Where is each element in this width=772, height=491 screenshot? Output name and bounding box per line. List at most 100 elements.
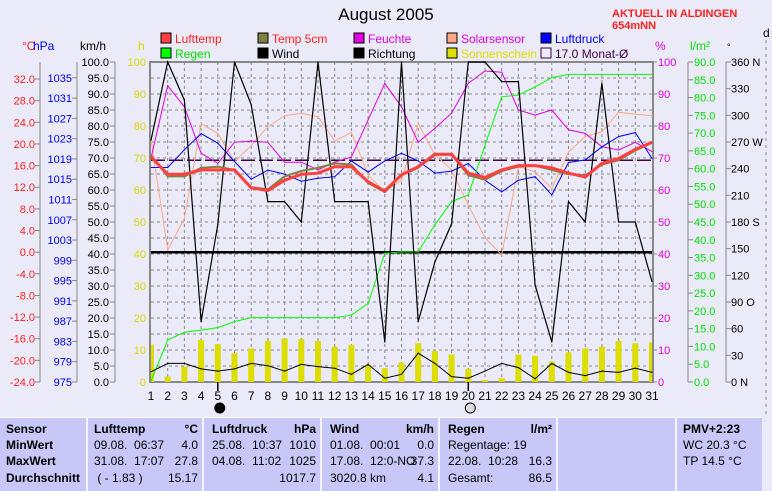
legend-swatch <box>160 32 172 44</box>
series-regen-point <box>334 317 336 319</box>
series-solarsensor-point <box>300 112 302 114</box>
series-lufttemp-point <box>451 153 453 155</box>
sun-tick-label: 50 <box>134 217 146 229</box>
sun-tick-label: 80 <box>134 121 146 133</box>
regen-row-value: 86.5 <box>528 471 552 485</box>
regen-row-label: Gesamt: <box>448 471 494 485</box>
sunshine-bar <box>649 342 652 382</box>
rain-tick-label: 40.0 <box>694 235 715 247</box>
series-solarsensor-point <box>217 132 219 134</box>
pmv-header: PMV+2:23 <box>683 422 741 436</box>
series-feuchte-point <box>618 149 620 151</box>
legend-item: 17.0 Monat-Ø <box>540 47 628 61</box>
rain-tick-label: 15.0 <box>694 324 715 336</box>
sun-tick-label: 100 <box>128 57 146 69</box>
rain-tick-label: 65.0 <box>694 146 715 158</box>
series-solarsensor-point <box>501 254 503 256</box>
legend-swatch <box>353 32 365 44</box>
wind-unit-label: km/h <box>80 39 106 53</box>
series-richtung-point <box>250 104 252 106</box>
series-wind-point <box>451 375 453 378</box>
pressure-tick-label: 1007 <box>48 215 72 227</box>
pressure-tick-label: 979 <box>54 357 72 369</box>
wind-unit: km/h <box>405 422 434 436</box>
direction-tick-label: 210 <box>731 190 749 202</box>
series-lufttemp-point <box>467 172 469 174</box>
stats-table: Sensor MinWert MaxWert Durchschnitt Luft… <box>0 417 762 491</box>
sun-tick-label: 10 <box>134 345 146 357</box>
series-feuchte-point <box>233 141 236 143</box>
series-lufttemp-point <box>484 176 486 179</box>
series-feuchte-point <box>417 141 419 143</box>
rain-tick-label: 85.0 <box>694 75 715 87</box>
series-lufttemp-point <box>618 157 620 160</box>
series-luftdruck-point <box>467 162 469 165</box>
pressure-tick-label: 987 <box>54 316 72 328</box>
series-luftdruck-point <box>350 160 352 162</box>
legend-swatch <box>446 47 458 59</box>
sunshine-bar <box>532 355 539 382</box>
series-richtung-point <box>150 139 152 141</box>
sunshine-bar <box>181 366 188 382</box>
series-richtung-point <box>350 200 352 203</box>
wind-row-label: 3020.8 km <box>330 471 387 485</box>
direction-tick-label: 30 <box>731 350 743 362</box>
legend-item: Wind <box>257 47 299 61</box>
pressure-tick-label: 995 <box>54 276 72 288</box>
sunshine-bar <box>515 354 522 382</box>
direction-tick-label: 240 <box>731 164 749 176</box>
legend-label: Luftdruck <box>555 32 605 46</box>
wind-tick-label: 75.0 <box>88 137 109 149</box>
series-luftdruck-point <box>300 180 302 182</box>
series-feuchte-point <box>551 109 553 111</box>
sunshine-bar <box>214 344 221 382</box>
humidity-tick-label: 20 <box>658 313 670 325</box>
pressure-tick-label: 1015 <box>48 174 72 186</box>
series-solarsensor-point <box>284 115 286 117</box>
x-tick-label: 25 <box>545 389 559 403</box>
sunshine-bar <box>482 380 488 382</box>
series-lufttemp-point <box>317 172 319 174</box>
luftdruck-header: Luftdruck <box>212 422 268 436</box>
wind-row-label: 17.08. 12:0-NO <box>330 454 416 468</box>
series-solarsensor-point <box>334 140 336 142</box>
wind-tick-label: 50.0 <box>88 217 109 229</box>
sunshine-bar <box>348 344 355 382</box>
sunshine-bar <box>248 348 255 382</box>
series-richtung-point <box>484 61 486 63</box>
series-wind-point <box>284 370 286 372</box>
series-solarsensor-point <box>601 131 603 133</box>
humidity-tick-label: 40 <box>658 249 670 261</box>
series-luftdruck-point <box>584 159 586 161</box>
series-feuchte-point <box>517 109 520 111</box>
col-wind: Wind km/h 01.08. 00:01 0.0 17.08. 12:0-NO 37.… <box>324 418 440 491</box>
series-lufttemp-point <box>567 172 570 174</box>
series-regen-point <box>367 302 369 305</box>
series-luftdruck-point <box>267 169 269 171</box>
series-regen-point <box>567 73 570 76</box>
series-regen-point <box>484 144 486 146</box>
sunshine-bar <box>431 350 438 382</box>
temp-tick-label: -12.0 <box>10 312 35 324</box>
row-label-avg: Durchschnitt <box>6 471 81 485</box>
x-tick-label: 18 <box>428 389 442 403</box>
rain-tick-label: 75.0 <box>694 110 715 122</box>
series-richtung-point <box>300 221 302 223</box>
series-richtung-point <box>200 320 202 323</box>
series-feuchte-point <box>451 112 453 114</box>
series-wind-point <box>534 378 536 380</box>
series-feuchte-point <box>217 162 219 165</box>
sun-tick-label: 70 <box>134 153 146 165</box>
series-luftdruck-point <box>317 177 319 179</box>
series-lufttemp-point <box>217 169 219 171</box>
x-tick-label: 27 <box>579 389 593 403</box>
wind-tick-label: 0.0 <box>94 377 109 389</box>
series-regen-point <box>434 224 436 226</box>
sunshine-bar <box>231 353 238 382</box>
series-regen-point <box>601 73 603 76</box>
lufttemp-unit: °C <box>184 422 198 436</box>
rain-tick-label: 80.0 <box>694 93 715 105</box>
series-feuchte-point <box>284 161 286 163</box>
series-solarsensor-point <box>651 115 653 117</box>
series-wind-point <box>250 362 252 365</box>
